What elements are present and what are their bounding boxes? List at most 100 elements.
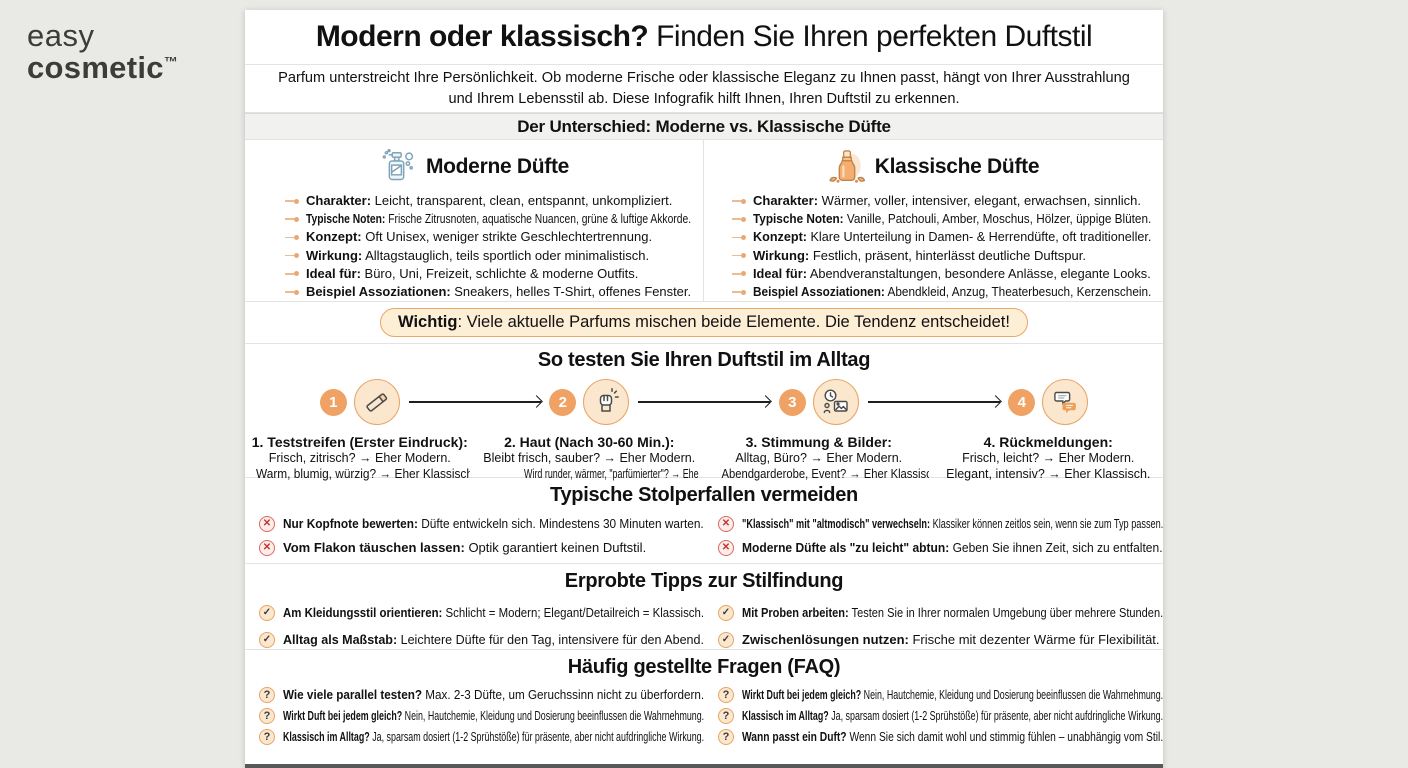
list-item: Beispiel Assoziationen: Sneakers, helles… — [285, 283, 691, 301]
classic-column: Klassische Düfte Charakter: Wärmer, voll… — [704, 140, 1163, 301]
check-icon: ✓ — [718, 605, 734, 621]
step-4-number: 4 — [1008, 388, 1036, 416]
step-4: 4 — [934, 374, 1164, 430]
tips-section: Erprobte Tipps zur Stilfindung ✓ Am Kleid… — [245, 564, 1163, 650]
list-item: Charakter: Wärmer, voller, intensiver, e… — [732, 192, 1151, 210]
modern-column-head: Moderne Düfte — [257, 145, 691, 189]
test-steps-header: So testen Sie Ihren Duftstil im Alltag — [537, 349, 871, 371]
question-icon: ? — [718, 729, 734, 745]
tip-item: ✓ Mit Proben arbeiten: Testen Sie in Ihre… — [718, 604, 1163, 622]
pitfall-item: ✕ Vom Flakon täuschen lassen: Optik garan… — [259, 539, 704, 557]
arrow-dot-icon — [732, 234, 746, 240]
title-bold: Modern oder klassisch? — [315, 20, 649, 53]
tips-header: Erprobte Tipps zur Stilfindung — [564, 570, 844, 592]
step-3: 3 — [704, 374, 934, 430]
intro-section: Parfum unterstreicht Ihre Persönlichkeit… — [245, 65, 1163, 113]
faq-item: ? Klassisch im Alltag? Ja, sparsam dosier… — [259, 728, 704, 746]
step-4-label: 4. Rückmeldungen: Frisch, leicht? → Eher… — [946, 434, 1151, 481]
test-strip-icon — [353, 379, 400, 425]
test-steps-section: So testen Sie Ihren Duftstil im Alltag 1… — [245, 344, 1163, 481]
important-note-row: Wichtig: Viele aktuelle Parfums mischen … — [245, 302, 1163, 344]
feedback-icon — [1042, 379, 1089, 425]
arrow-dot-icon — [285, 253, 299, 259]
important-note-text: : Viele aktuelle Parfums mischen beide E… — [457, 313, 1010, 331]
arrow-dot-icon — [285, 198, 299, 204]
skin-hand-icon — [583, 379, 630, 425]
faq-item: ? Wirkt Duft bei jedem gleich? Nein, Haut… — [718, 686, 1163, 704]
arrow-dot-icon — [732, 198, 746, 204]
x-icon: ✕ — [259, 540, 275, 556]
list-item: Ideal für: Abendveranstaltungen, besonde… — [732, 265, 1151, 283]
infographic-card: Modern oder klassisch? Finden Sie Ihren … — [245, 10, 1163, 768]
step-arrow-icon — [867, 401, 1000, 403]
list-item: Ideal für: Büro, Uni, Freizeit, schlicht… — [285, 265, 691, 283]
modern-column: Moderne Düfte Charakter: Leicht, transpa… — [245, 140, 704, 301]
test-steps-labels: 1. Teststreifen (Erster Eindruck): Frisc… — [245, 434, 1163, 483]
perfume-bottle-icon — [828, 148, 866, 186]
arrow-dot-icon — [285, 234, 299, 240]
arrow-dot-icon — [285, 216, 299, 222]
step-3-number: 3 — [778, 388, 806, 416]
spray-bottle-icon — [379, 148, 417, 186]
footer-bar — [245, 764, 1163, 768]
step-arrow-icon — [638, 401, 770, 403]
question-icon: ? — [259, 687, 275, 703]
classic-list: Charakter: Wärmer, voller, intensiver, e… — [716, 192, 1151, 301]
logo-line2: cosmetic™ — [27, 49, 178, 85]
arrow-dot-icon — [732, 271, 746, 277]
logo-word: cosmetic — [27, 49, 164, 85]
easycosmetic-logo: easy cosmetic™ — [27, 20, 178, 83]
pitfall-item: ✕ Moderne Düfte als "zu leicht" abtun: Ge… — [718, 539, 1163, 557]
important-note-label: Wichtig — [398, 313, 458, 331]
list-item: Typische Noten: Frische Zitrusnoten, aqu… — [285, 210, 691, 228]
step-1-number: 1 — [319, 388, 347, 416]
check-icon: ✓ — [259, 632, 275, 648]
mood-images-icon — [812, 379, 859, 425]
test-steps-flow: 1 2 — [245, 374, 1163, 430]
arrow-dot-icon — [285, 289, 299, 295]
list-item: Wirkung: Alltagstauglich, teils sportlic… — [285, 247, 691, 265]
step-arrow-icon — [408, 401, 541, 403]
faq-item: ? Wie viele parallel testen? Max. 2-3 Düf… — [259, 686, 704, 704]
modern-list: Charakter: Leicht, transparent, clean, e… — [257, 192, 691, 301]
question-icon: ? — [259, 708, 275, 724]
step-3-label: 3. Stimmung & Bilder: Alltag, Büro? → Eh… — [721, 434, 929, 481]
classic-column-head: Klassische Düfte — [716, 145, 1151, 189]
page-title: Modern oder klassisch? Finden Sie Ihren … — [245, 10, 1163, 65]
step-2-number: 2 — [549, 388, 577, 416]
step-2: 2 — [475, 374, 705, 430]
pitfall-item: ✕ Nur Kopfnote bewerten: Düfte entwickeln… — [259, 515, 704, 533]
step-1-label: 1. Teststreifen (Erster Eindruck): Frisc… — [251, 434, 470, 481]
step-2-label: 2. Haut (Nach 30-60 Min.): Bleibt frisch… — [483, 434, 699, 481]
classic-title: Klassische Düfte — [874, 155, 1040, 178]
list-item: Konzept: Klare Unterteilung in Damen- & … — [732, 228, 1151, 246]
list-item: Beispiel Assoziationen: Abendkleid, Anzu… — [732, 283, 1151, 301]
faq-item: ? Wann passt ein Duft? Wenn Sie sich dami… — [718, 728, 1163, 746]
arrow-dot-icon — [732, 289, 746, 295]
comparison-header-text: Der Unterschied: Moderne vs. Klassische … — [517, 116, 891, 136]
question-icon: ? — [259, 729, 275, 745]
list-item: Typische Noten: Vanille, Patchouli, Ambe… — [732, 210, 1151, 228]
arrow-dot-icon — [285, 271, 299, 277]
step-1: 1 — [245, 374, 475, 430]
tip-item: ✓ Am Kleidungsstil orientieren: Schlicht … — [259, 604, 704, 622]
faq-header: Häufig gestellte Fragen (FAQ) — [567, 656, 841, 678]
list-item: Konzept: Oft Unisex, weniger strikte Ges… — [285, 228, 691, 246]
pitfalls-section: Typische Stolperfallen vermeiden ✕ Nur Ko… — [245, 478, 1163, 564]
logo-line1: easy — [27, 18, 95, 53]
faq-item: ? Wirkt Duft bei jedem gleich? Nein, Haut… — [259, 707, 704, 725]
comparison-columns: Moderne Düfte Charakter: Leicht, transpa… — [245, 140, 1163, 302]
faq-section: Häufig gestellte Fragen (FAQ) ? Wie viele… — [245, 650, 1163, 768]
comparison-header: Der Unterschied: Moderne vs. Klassische … — [245, 113, 1163, 140]
tip-item: ✓ Alltag als Maßstab: Leichtere Düfte für… — [259, 631, 704, 649]
list-item: Wirkung: Festlich, präsent, hinterlässt … — [732, 247, 1151, 265]
tip-item: ✓ Zwischenlösungen nutzen: Frische mit de… — [718, 631, 1163, 649]
arrow-dot-icon — [732, 216, 746, 222]
title-rest: Finden Sie Ihren perfekten Duftstil — [648, 20, 1093, 53]
pitfalls-header: Typische Stolperfallen vermeiden — [550, 484, 858, 506]
important-note-badge: Wichtig: Viele aktuelle Parfums mischen … — [380, 308, 1028, 337]
question-icon: ? — [718, 708, 734, 724]
intro-text: Parfum unterstreicht Ihre Persönlichkeit… — [278, 70, 1130, 107]
arrow-dot-icon — [732, 253, 746, 259]
question-icon: ? — [718, 687, 734, 703]
